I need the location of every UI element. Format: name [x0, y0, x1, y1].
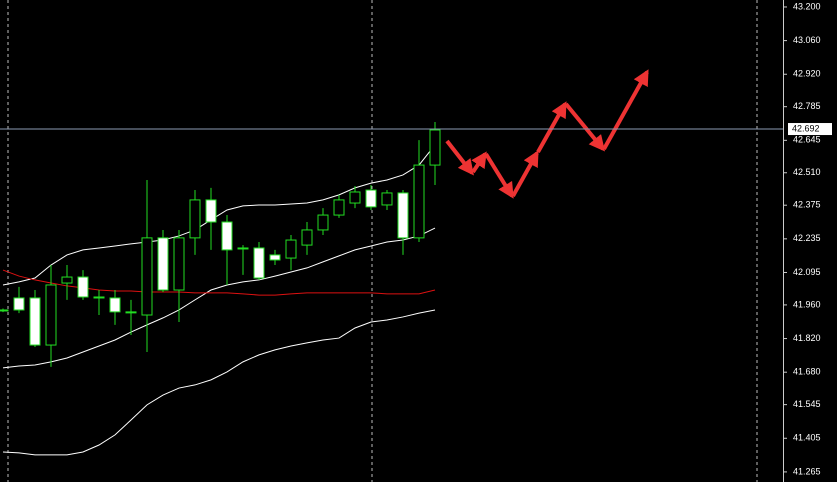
candle-body [109, 297, 121, 313]
candle-body [221, 221, 233, 251]
y-tick-label: 42.920 [793, 69, 821, 79]
candle-body [365, 189, 377, 208]
y-tick-label: 41.820 [793, 333, 821, 343]
candle-body [413, 164, 425, 239]
candle-body [285, 239, 297, 259]
y-tick-label: 42.645 [793, 135, 821, 145]
candle-body [205, 199, 217, 223]
y-tick-label: 43.060 [793, 35, 821, 45]
candle-body [269, 254, 281, 261]
y-tick-label: 42.095 [793, 267, 821, 277]
candle-body [189, 199, 201, 239]
y-tick-label: 42.235 [793, 233, 821, 243]
candle-body [317, 214, 329, 231]
candle-body [333, 199, 345, 216]
candle-body [29, 297, 41, 346]
candle-body [349, 191, 361, 204]
current-price-label: 42.692 [792, 123, 820, 133]
indicator-line [2, 144, 436, 286]
candle-body [13, 297, 25, 311]
y-tick-label: 42.375 [793, 200, 821, 210]
indicator-line [2, 269, 436, 296]
y-tick-label: 41.545 [793, 399, 821, 409]
candle-body [77, 276, 89, 298]
candle-body [237, 247, 249, 250]
candle-body [45, 284, 57, 346]
y-tick-label: 41.960 [793, 299, 821, 309]
candle-body [429, 129, 441, 166]
candle-body [61, 276, 73, 284]
candle-body [141, 237, 153, 316]
candle-body [397, 192, 409, 239]
plot [0, 122, 441, 456]
candle-body [125, 311, 137, 314]
candle-body [301, 229, 313, 246]
y-tick-label: 41.265 [793, 466, 821, 476]
y-tick-label: 41.680 [793, 367, 821, 377]
current-price-box [788, 123, 832, 136]
y-tick-label: 41.405 [793, 433, 821, 443]
indicator-line [2, 227, 436, 369]
y-tick-label: 43.200 [793, 1, 821, 11]
candle-body [0, 309, 9, 312]
forecast-arrows [445, 69, 649, 199]
indicator-line [2, 309, 436, 456]
candle-body [173, 237, 185, 291]
candle-body [157, 237, 169, 291]
candle-body [381, 192, 393, 206]
candle-body [93, 296, 105, 299]
candle-body [253, 247, 265, 279]
y-tick-label: 42.785 [793, 101, 821, 111]
y-tick-label: 42.510 [793, 167, 821, 177]
